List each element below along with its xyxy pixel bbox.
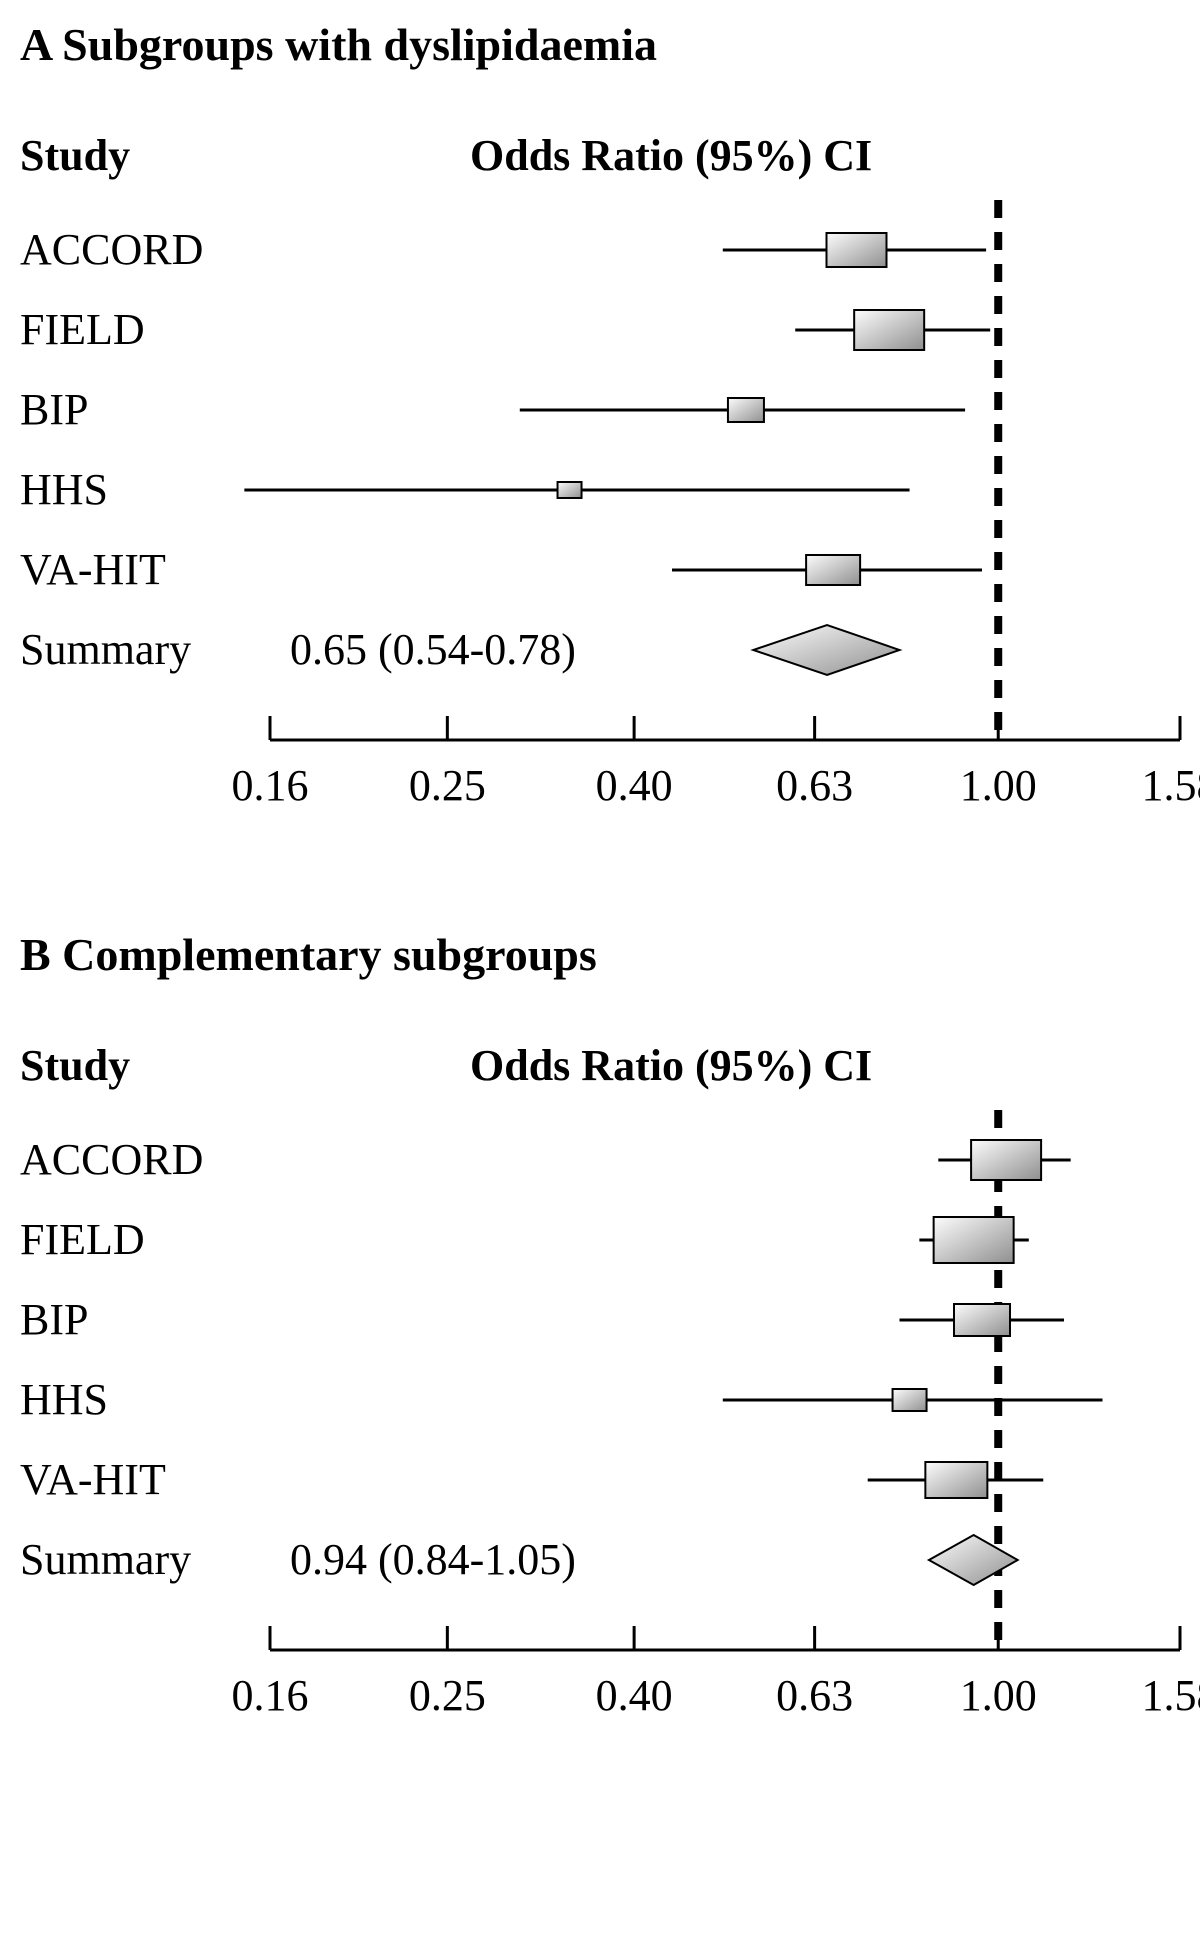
forest-plot-figure: A Subgroups with dyslipidaemia Study Odds … xyxy=(0,0,1200,1938)
x-tick-label: 1.00 xyxy=(960,761,1037,810)
point-estimate-box xyxy=(806,555,860,585)
x-tick-label: 1.58 xyxy=(1142,1671,1200,1720)
point-estimate-box xyxy=(826,233,886,267)
study-label: BIP xyxy=(20,385,88,434)
x-tick-label: 1.00 xyxy=(960,1671,1037,1720)
study-label: FIELD xyxy=(20,1215,145,1264)
x-tick-label: 0.25 xyxy=(409,1671,486,1720)
summary-diamond xyxy=(929,1535,1018,1585)
study-label: HHS xyxy=(20,1375,108,1424)
point-estimate-box xyxy=(934,1217,1014,1263)
x-tick-label: 1.58 xyxy=(1142,761,1200,810)
summary-label: Summary xyxy=(20,625,191,674)
study-label: VA-HIT xyxy=(20,1455,166,1504)
point-estimate-box xyxy=(893,1389,927,1411)
or-header: Odds Ratio (95%) CI xyxy=(470,131,872,180)
panel-title: B Complementary subgroups xyxy=(20,929,597,980)
study-header: Study xyxy=(20,131,130,180)
x-tick-label: 0.25 xyxy=(409,761,486,810)
x-tick-label: 0.63 xyxy=(776,761,853,810)
point-estimate-box xyxy=(558,482,582,498)
x-tick-label: 0.63 xyxy=(776,1671,853,1720)
panel-title: A Subgroups with dyslipidaemia xyxy=(20,19,657,70)
or-header: Odds Ratio (95%) CI xyxy=(470,1041,872,1090)
point-estimate-box xyxy=(971,1140,1041,1180)
point-estimate-box xyxy=(728,398,764,422)
summary-text: 0.94 (0.84-1.05) xyxy=(290,1535,576,1584)
study-label: HHS xyxy=(20,465,108,514)
point-estimate-box xyxy=(954,1304,1010,1336)
summary-diamond xyxy=(753,625,899,675)
x-tick-label: 0.40 xyxy=(596,761,673,810)
study-label: FIELD xyxy=(20,305,145,354)
summary-label: Summary xyxy=(20,1535,191,1584)
point-estimate-box xyxy=(925,1462,987,1498)
x-tick-label: 0.16 xyxy=(232,1671,309,1720)
study-label: VA-HIT xyxy=(20,545,166,594)
study-label: ACCORD xyxy=(20,225,203,274)
point-estimate-box xyxy=(854,310,924,350)
x-tick-label: 0.40 xyxy=(596,1671,673,1720)
study-header: Study xyxy=(20,1041,130,1090)
summary-text: 0.65 (0.54-0.78) xyxy=(290,625,576,674)
x-tick-label: 0.16 xyxy=(232,761,309,810)
study-label: ACCORD xyxy=(20,1135,203,1184)
study-label: BIP xyxy=(20,1295,88,1344)
